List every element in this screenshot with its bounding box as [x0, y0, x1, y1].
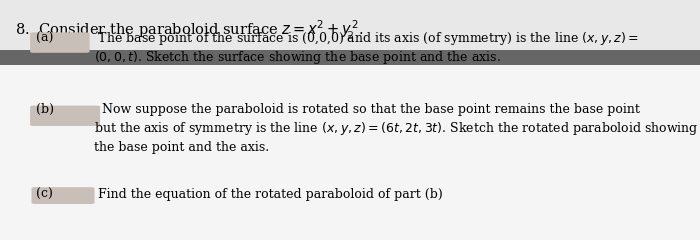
Bar: [0, 50, 700, 65]
Text: $(0, 0, t)$. Sketch the surface showing the base point and the axis.: $(0, 0, t)$. Sketch the surface showing …: [94, 49, 501, 66]
Bar: [0, 65, 700, 240]
FancyBboxPatch shape: [30, 106, 100, 126]
Text: 2: 2: [346, 31, 354, 41]
Text: (c): (c): [36, 188, 53, 201]
FancyBboxPatch shape: [30, 32, 90, 53]
Text: Find the equation of the rotated paraboloid of part (b): Find the equation of the rotated parabol…: [94, 188, 443, 201]
FancyBboxPatch shape: [32, 187, 94, 204]
Text: The base point of the surface is (0,0,0) and its axis (of symmetry) is the line : The base point of the surface is (0,0,0)…: [94, 30, 640, 47]
Text: but the axis of symmetry is the line $(x, y, z) = (6t, 2t, 3t)$. Sketch the rota: but the axis of symmetry is the line $(x…: [94, 120, 699, 137]
Text: (b): (b): [36, 103, 55, 116]
Text: 8.  Consider the paraboloid surface $z = x^2 + y^2$.: 8. Consider the paraboloid surface $z = …: [15, 18, 364, 40]
Text: (a): (a): [36, 32, 54, 45]
Text: Now suppose the paraboloid is rotated so that the base point remains the base po: Now suppose the paraboloid is rotated so…: [94, 103, 640, 116]
Text: the base point and the axis.: the base point and the axis.: [94, 141, 270, 154]
Bar: [0, 0, 700, 50]
